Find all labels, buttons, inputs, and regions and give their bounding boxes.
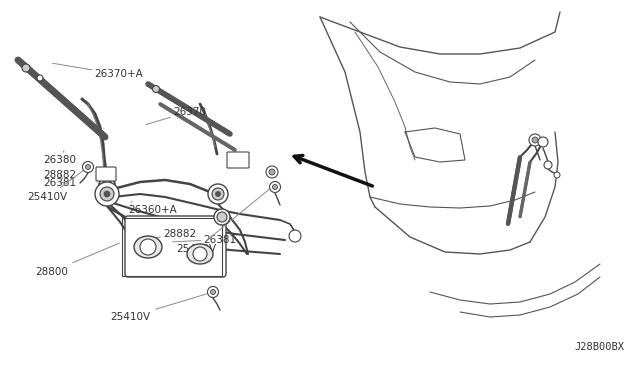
- Circle shape: [266, 166, 278, 178]
- Circle shape: [22, 64, 30, 72]
- Circle shape: [83, 161, 93, 173]
- Circle shape: [529, 134, 541, 146]
- Text: 25410V: 25410V: [28, 169, 86, 202]
- Text: 28882: 28882: [154, 230, 196, 239]
- Circle shape: [212, 188, 224, 200]
- Circle shape: [193, 247, 207, 261]
- Polygon shape: [506, 157, 522, 224]
- Circle shape: [86, 164, 90, 170]
- Circle shape: [269, 182, 280, 192]
- Circle shape: [273, 185, 278, 189]
- Ellipse shape: [187, 244, 213, 264]
- Text: J28B00BX: J28B00BX: [574, 341, 624, 352]
- Circle shape: [289, 230, 301, 242]
- Circle shape: [207, 286, 218, 298]
- Polygon shape: [519, 162, 531, 217]
- Circle shape: [554, 172, 560, 178]
- Text: 28882: 28882: [44, 170, 77, 180]
- Circle shape: [37, 75, 43, 81]
- Text: 26381: 26381: [173, 235, 237, 244]
- Text: 25410V: 25410V: [110, 293, 211, 322]
- Circle shape: [140, 239, 156, 255]
- Text: 28800: 28800: [35, 243, 120, 276]
- Circle shape: [532, 137, 538, 143]
- Bar: [122, 218, 222, 276]
- Text: 26370: 26370: [146, 107, 206, 125]
- Polygon shape: [159, 103, 236, 151]
- Polygon shape: [17, 58, 107, 139]
- Circle shape: [269, 169, 275, 175]
- Ellipse shape: [134, 236, 162, 258]
- Circle shape: [214, 209, 230, 225]
- Circle shape: [99, 177, 115, 193]
- Circle shape: [208, 184, 228, 204]
- Circle shape: [216, 192, 221, 196]
- Circle shape: [104, 191, 110, 197]
- Circle shape: [211, 289, 216, 295]
- Polygon shape: [147, 82, 231, 136]
- Circle shape: [102, 180, 112, 190]
- Circle shape: [152, 86, 159, 93]
- FancyBboxPatch shape: [96, 167, 116, 181]
- Circle shape: [95, 182, 119, 206]
- Circle shape: [217, 212, 227, 222]
- Circle shape: [538, 137, 548, 147]
- Circle shape: [100, 187, 114, 201]
- Text: 26360+A: 26360+A: [128, 202, 177, 215]
- Circle shape: [544, 161, 552, 169]
- FancyBboxPatch shape: [125, 216, 226, 277]
- Text: 26381: 26381: [44, 178, 77, 188]
- Text: 26380: 26380: [44, 151, 77, 165]
- Circle shape: [104, 192, 109, 196]
- Text: 26370+A: 26370+A: [52, 63, 143, 79]
- Circle shape: [101, 189, 111, 199]
- Text: 25410V: 25410V: [176, 189, 270, 254]
- FancyBboxPatch shape: [227, 152, 249, 168]
